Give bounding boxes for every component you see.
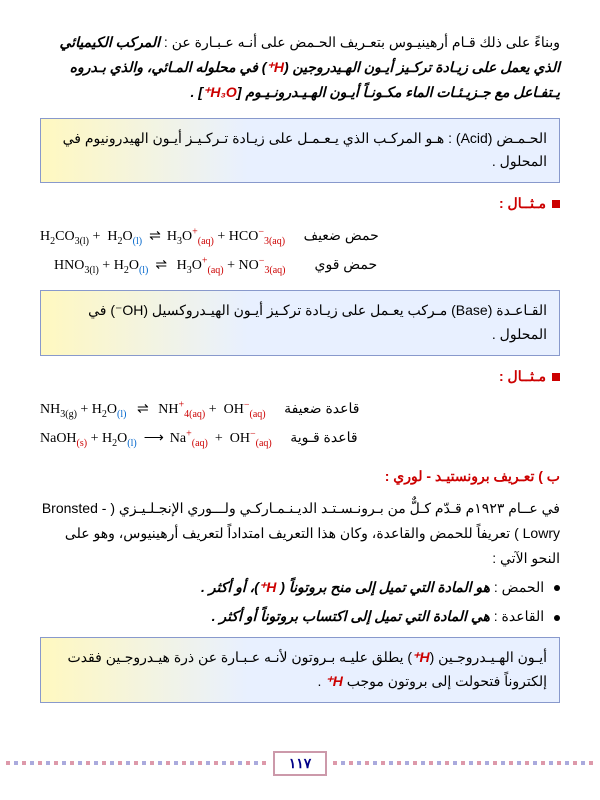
- page-footer: ١١٧: [0, 750, 600, 776]
- acid-definition-box: الحـمـض (Acid) : هـو المركـب الذي يـعـمـ…: [40, 118, 560, 184]
- example-header-1: مـثــال :: [40, 191, 560, 216]
- page-number: ١١٧: [273, 751, 328, 776]
- acid-bullet: الحمض : هو المادة التي تميل إلى منح بروت…: [40, 575, 560, 600]
- h-plus-symbol: H⁺: [266, 59, 284, 75]
- bronsted-paragraph: في عــام ١٩٢٣م قـدّم كـلٌّ من بـرونـسـتـ…: [40, 496, 560, 572]
- base-bullet: القاعدة : هي المادة التي تميل إلى اكتساب…: [40, 604, 560, 629]
- footer-decoration-right: [6, 761, 267, 765]
- footer-decoration-left: [333, 761, 594, 765]
- intro-paragraph: وبناءً على ذلك قـام أرهينيـوس بتعـريف ال…: [40, 30, 560, 106]
- base-equations: NH3(g) + H2O(l) ⇌ NH+4(aq) + OH−(aq) قاع…: [40, 395, 560, 453]
- bronsted-header: ب ) تعـريف برونستيـد - لوري :: [40, 464, 560, 489]
- base-definition-box: القـاعـدة (Base) مـركب يعـمل على زيـادة …: [40, 290, 560, 356]
- acid-equations: H2CO3(l) + H2O(l) ⇌ H3O+(aq) + HCO−3(aq)…: [40, 222, 560, 280]
- example-header-2: مـثــال :: [40, 364, 560, 389]
- proton-definition-box: أيـون الهـيـدروجـين (H⁺) يطلق عليـه بـرو…: [40, 637, 560, 703]
